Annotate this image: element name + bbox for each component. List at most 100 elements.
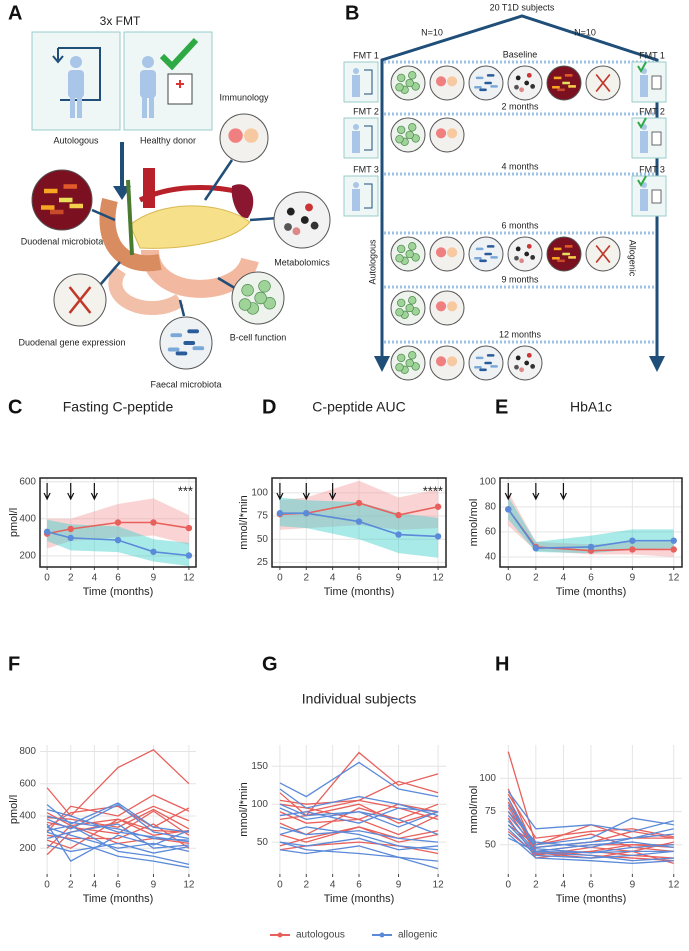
y-tick-label: 50 (485, 839, 497, 850)
icon-dot (447, 76, 458, 87)
subject-line (46, 749, 190, 817)
x-tick-label: 12 (183, 880, 195, 891)
subject-line (46, 812, 189, 833)
icon-dot (474, 256, 482, 260)
sample-icons (31, 113, 331, 370)
legend-label: autologous (296, 930, 345, 941)
icon-dot (515, 246, 521, 252)
icon-immune (429, 236, 465, 272)
check-mark (637, 117, 647, 129)
y-axis-label: pmol/l (8, 795, 20, 824)
subject-line (47, 808, 190, 830)
icon-dot (562, 252, 570, 256)
y-tick-label: 75 (485, 806, 497, 817)
subject-line (46, 831, 190, 869)
arm-name: Autologous (367, 239, 377, 285)
icon-dot (552, 256, 560, 260)
y-axis-label: mmol/l*min (238, 495, 250, 549)
x-tick-label: 6 (356, 880, 362, 891)
legend: autologous allogenic (270, 930, 437, 941)
x-tick-label: 6 (588, 880, 594, 891)
subject-line (507, 797, 674, 854)
timepoint-label: 4 months (501, 161, 539, 171)
icon-dot (300, 216, 309, 224)
mean-point (434, 503, 442, 510)
chart: F 200 400 600 800 0 2 4 6 9 12 Time (months) pmol/l (8, 653, 196, 905)
icon-faecal (468, 65, 504, 101)
mean-point (395, 511, 402, 519)
icon-dot (530, 255, 536, 260)
icon-dot (435, 247, 447, 258)
icon-dot (490, 365, 498, 368)
x-axis-label: Time (months) (83, 586, 154, 598)
y-tick-label: 400 (19, 811, 36, 822)
icon-dot (515, 75, 521, 81)
icon-dot (519, 258, 524, 264)
sample-label: Duodenal gene expression (18, 337, 125, 347)
icon-metab (507, 65, 543, 101)
icon-dot (484, 361, 492, 365)
person-body (352, 75, 360, 97)
x-tick-label: 2 (533, 573, 539, 584)
icon-dot (284, 223, 292, 231)
subject-line (46, 805, 190, 856)
person-body (352, 189, 360, 211)
x-tick-label: 4 (330, 573, 336, 584)
y-tick-label: 100 (479, 773, 496, 784)
sample-label: B-cell function (230, 332, 287, 342)
fmt-arrow (276, 483, 284, 501)
icon-faecal (468, 345, 504, 381)
organ-drawing (99, 168, 259, 315)
icon-dot (553, 247, 562, 251)
panel-a: A 3x FMT Autologous Healthy donor (8, 2, 331, 389)
arm-n: N=10 (574, 27, 596, 37)
chart-title: HbA1c (570, 399, 612, 415)
panel-letter: A (8, 2, 22, 24)
icon-circle (429, 65, 465, 101)
person-icon (68, 56, 156, 118)
mean-point (43, 528, 51, 535)
chart: E HbA1c 40 60 80 100 0 2 4 6 9 12 Time (months) mmol/… (468, 396, 683, 598)
icon-cells (390, 236, 426, 272)
subject-line (279, 788, 439, 817)
plot-frame (271, 477, 447, 568)
icon-dot (447, 128, 458, 139)
icon-dot (50, 209, 64, 215)
y-tick-label: 100 (251, 487, 268, 498)
icon-dot (474, 85, 482, 89)
loop-icon (364, 69, 373, 95)
icon-dot (59, 197, 73, 203)
icon-dot (63, 184, 77, 189)
legend-swatch-point (277, 932, 283, 938)
fmt-box (343, 117, 379, 159)
x-tick-label: 12 (668, 880, 680, 891)
mean-point (629, 537, 636, 544)
icon-dot (167, 347, 180, 352)
y-tick-label: 200 (19, 843, 36, 854)
connector-lines (91, 159, 279, 317)
icon-circle (429, 236, 465, 272)
icon-dot (435, 128, 447, 139)
mean-point (355, 499, 363, 507)
icon-dot (515, 355, 521, 361)
subject-line (46, 794, 190, 833)
icon-dot (397, 244, 406, 254)
icon-dot (170, 333, 183, 338)
panel-letter: G (262, 653, 278, 675)
clipboard-cross (176, 80, 184, 88)
x-tick-label: 12 (668, 573, 680, 584)
icon-dot (395, 363, 404, 372)
y-tick-label: 150 (251, 761, 268, 772)
icon-dot (475, 247, 484, 251)
x-tick-label: 4 (561, 573, 567, 584)
mean-point (670, 537, 677, 544)
icon-dot (568, 256, 576, 259)
icon-dot (397, 298, 406, 308)
icon-dot (484, 252, 492, 256)
mean-point (67, 525, 74, 533)
icon-dot (254, 291, 267, 305)
icon-dot (568, 85, 576, 88)
panel-letter: B (345, 2, 359, 24)
icon-dot (526, 243, 532, 249)
icon-dot (490, 256, 498, 259)
